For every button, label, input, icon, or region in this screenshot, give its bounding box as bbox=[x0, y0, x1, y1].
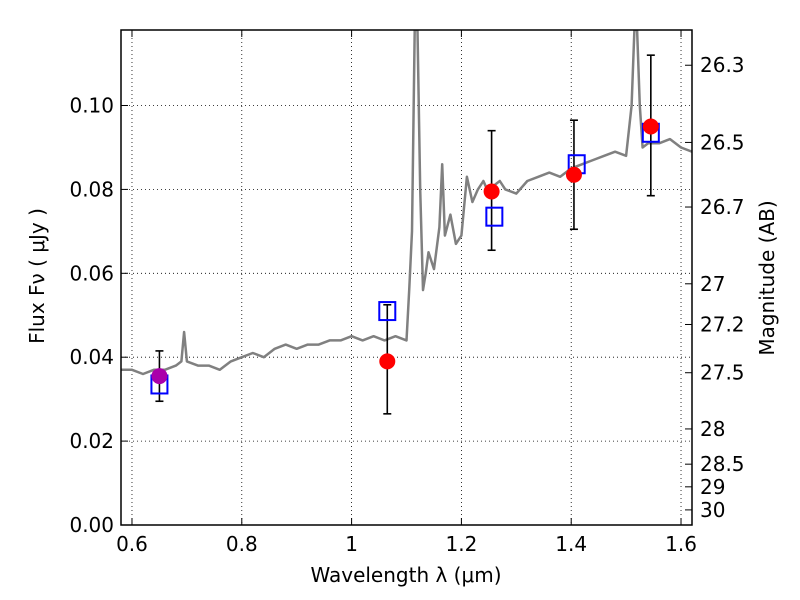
x-tick-label: 1 bbox=[345, 532, 358, 556]
right-tick-label: 26.3 bbox=[700, 53, 745, 77]
grid bbox=[121, 30, 692, 526]
observed-point bbox=[565, 166, 582, 183]
model-band-square bbox=[378, 301, 397, 322]
x-tick-label: 0.8 bbox=[226, 532, 258, 556]
model-band-square bbox=[485, 206, 504, 227]
optical-point bbox=[151, 368, 168, 385]
observed-point bbox=[483, 183, 500, 200]
y-tick-label: 0.02 bbox=[69, 429, 114, 453]
x-tick-label: 1.6 bbox=[665, 532, 697, 556]
observed-point bbox=[642, 118, 659, 135]
model-spectrum bbox=[121, 30, 692, 376]
data-points bbox=[150, 118, 660, 395]
plot-frame bbox=[120, 29, 693, 526]
right-tick-label: 30 bbox=[700, 498, 725, 522]
y-tick-label: 0.04 bbox=[69, 345, 114, 369]
y-tick-label: 0.10 bbox=[69, 94, 114, 118]
x-axis-label: Wavelength λ (μm) bbox=[310, 563, 501, 587]
y-tick-label: 0.08 bbox=[69, 177, 114, 201]
error-bars bbox=[155, 54, 655, 415]
right-tick-label: 26.7 bbox=[700, 195, 745, 219]
right-tick-label: 26.5 bbox=[700, 130, 745, 154]
observed-point bbox=[379, 353, 396, 370]
y-axis-label: Flux Fν ( μJy ) bbox=[25, 208, 49, 344]
right-tick-label: 29 bbox=[700, 475, 725, 499]
right-tick-label: 28.5 bbox=[700, 452, 745, 476]
right-tick-label: 28 bbox=[700, 417, 725, 441]
axes bbox=[120, 29, 693, 526]
x-tick-label: 1.2 bbox=[445, 532, 477, 556]
spectrum-line bbox=[121, 30, 692, 376]
x-tick-label: 1.4 bbox=[555, 532, 587, 556]
right-axis-label: Magnitude (AB) bbox=[755, 200, 779, 355]
right-tick-label: 27.2 bbox=[700, 312, 745, 336]
y-tick-label: 0.00 bbox=[69, 513, 114, 537]
right-tick-label: 27 bbox=[700, 272, 725, 296]
x-tick-label: 0.6 bbox=[116, 532, 148, 556]
y-tick-label: 0.06 bbox=[69, 261, 114, 285]
ticks: 0.6 0.8 1 1.2 1.4 1.6 0.00 0.02 0.04 0.06 0.08 0.10… bbox=[69, 30, 745, 556]
right-tick-label: 27.5 bbox=[700, 361, 745, 385]
